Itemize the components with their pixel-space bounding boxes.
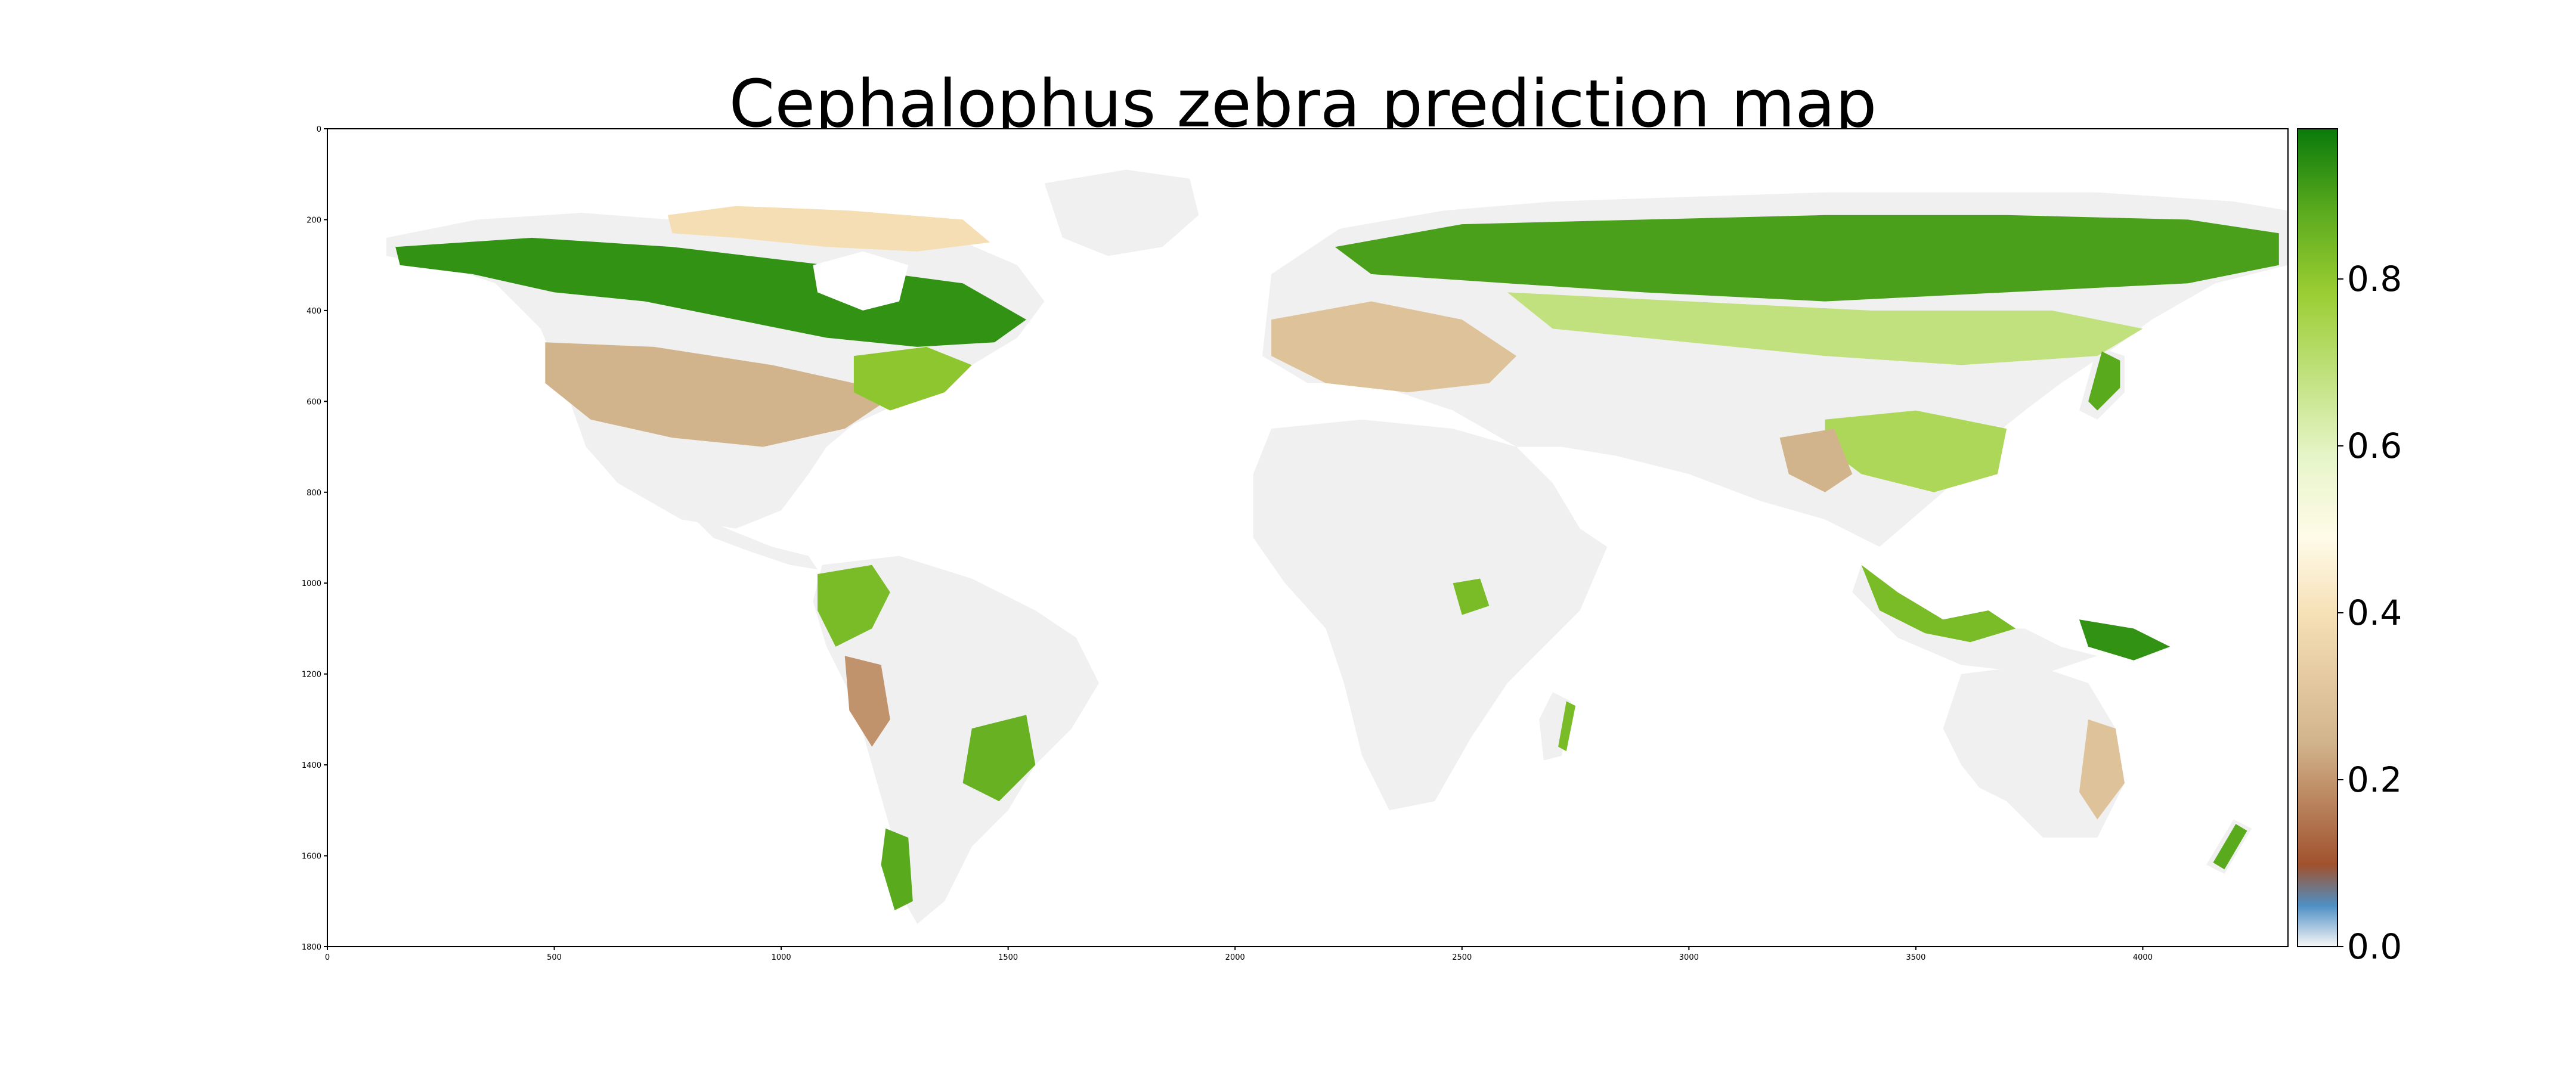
y-tick-label: 400 xyxy=(306,307,321,316)
region-sumatra-borneo xyxy=(1861,565,2016,643)
region-australia xyxy=(1943,665,2125,838)
region-central-asia-desert xyxy=(1553,374,1825,438)
y-tick-label: 1400 xyxy=(302,761,321,770)
y-tick-label: 200 xyxy=(306,216,321,225)
region-amazon-west xyxy=(818,565,890,647)
colorbar-tick-label: 0.6 xyxy=(2347,426,2402,466)
region-east-australia xyxy=(2079,719,2125,820)
region-madagascar-east xyxy=(1558,701,1576,752)
region-andes-mixed xyxy=(844,656,890,747)
region-south-america xyxy=(813,556,1099,924)
region-arctic-tundra xyxy=(667,206,990,252)
map-regions xyxy=(386,169,2288,924)
map-frame xyxy=(327,128,2289,947)
y-axis: 0 200 400 600 800 1000 1200 1400 1600 1800 xyxy=(302,125,327,952)
y-tick-label: 1800 xyxy=(302,943,321,952)
region-china-mixed xyxy=(1779,429,1853,492)
x-tick-label: 1000 xyxy=(772,953,791,962)
colorbar-gradient-bar xyxy=(2297,128,2338,947)
x-tick-label: 2000 xyxy=(1225,953,1245,962)
colorbar: 0.0 0.2 0.4 0.6 0.8 xyxy=(2297,128,2402,967)
y-tick-label: 0 xyxy=(317,125,321,134)
region-indonesia xyxy=(1852,565,2098,674)
region-europe-mixed xyxy=(1271,301,1517,393)
region-central-america xyxy=(686,510,818,570)
region-hudson-bay xyxy=(813,251,909,311)
x-axis: 0 500 1000 1500 2000 2500 3000 3500 4000 xyxy=(325,947,2153,962)
colorbar-tick-label: 0.2 xyxy=(2347,759,2402,800)
x-tick-label: 1500 xyxy=(998,953,1018,962)
colorbar-ticks: 0.0 0.2 0.4 0.6 0.8 xyxy=(2337,259,2402,967)
y-tick-label: 1000 xyxy=(302,579,321,588)
region-congo-patch xyxy=(1453,578,1490,615)
region-brazil-atlantic xyxy=(962,715,1036,802)
region-new-guinea xyxy=(2079,619,2171,660)
colorbar-tick-label: 0.0 xyxy=(2347,926,2402,967)
region-china-forest xyxy=(1825,410,2007,492)
region-siberia-south xyxy=(1507,292,2143,365)
colorbar-tick-label: 0.8 xyxy=(2347,259,2402,299)
region-chile-forest xyxy=(881,828,913,910)
region-scandinavia-russia xyxy=(1335,215,2279,302)
x-tick-label: 3500 xyxy=(1906,953,1925,962)
region-japan-forest xyxy=(2088,351,2120,411)
map-area xyxy=(327,128,2289,947)
x-tick-label: 2500 xyxy=(1452,953,1472,962)
region-new-zealand-forest xyxy=(2213,824,2247,870)
x-tick-label: 4000 xyxy=(2133,953,2153,962)
y-tick-label: 800 xyxy=(306,489,321,498)
region-usa-east-forest xyxy=(853,346,972,411)
y-tick-label: 600 xyxy=(306,398,321,407)
region-greenland xyxy=(1044,169,1199,256)
x-tick-label: 3000 xyxy=(1679,953,1699,962)
x-tick-label: 0 xyxy=(325,953,330,962)
region-africa xyxy=(1253,419,1608,811)
x-tick-label: 500 xyxy=(547,953,562,962)
region-canada-boreal xyxy=(395,237,1027,347)
region-usa-mixed xyxy=(545,342,886,447)
y-tick-label: 1600 xyxy=(302,852,321,861)
y-tick-label: 1200 xyxy=(302,671,321,680)
colorbar-tick-label: 0.4 xyxy=(2347,593,2402,633)
